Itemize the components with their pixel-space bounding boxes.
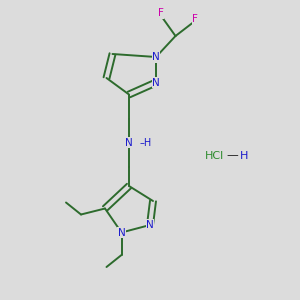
Text: H: H	[240, 151, 249, 161]
Text: F: F	[192, 14, 198, 25]
Text: N: N	[152, 52, 160, 62]
Text: –H: –H	[140, 137, 152, 148]
Text: N: N	[125, 137, 133, 148]
Text: N: N	[152, 77, 160, 88]
Text: F: F	[158, 8, 164, 19]
Text: N: N	[118, 227, 125, 238]
Text: N: N	[146, 220, 154, 230]
Text: HCl: HCl	[205, 151, 224, 161]
Text: —: —	[226, 149, 238, 163]
